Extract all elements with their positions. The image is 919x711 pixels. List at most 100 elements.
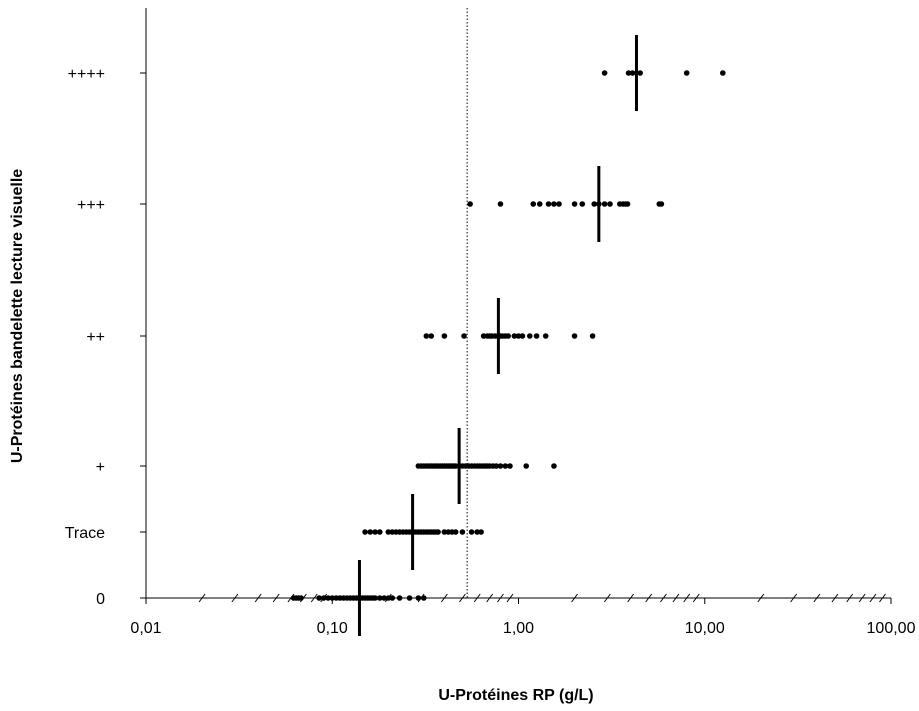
data-point bbox=[376, 595, 383, 601]
data-point bbox=[385, 595, 392, 601]
data-point bbox=[542, 333, 549, 339]
x-tick-label: 0,01 bbox=[130, 620, 161, 637]
data-point bbox=[420, 595, 427, 601]
data-point bbox=[329, 595, 336, 601]
data-point bbox=[435, 529, 441, 535]
data-point bbox=[493, 463, 500, 469]
x-minor-tick bbox=[683, 593, 691, 603]
data-point bbox=[389, 595, 396, 601]
data-point bbox=[372, 529, 378, 535]
data-point bbox=[511, 333, 518, 339]
data-point bbox=[502, 463, 509, 469]
data-point bbox=[515, 333, 522, 339]
data-point bbox=[497, 463, 504, 469]
x-minor-tick bbox=[692, 593, 700, 603]
data-point bbox=[601, 201, 608, 207]
data-point bbox=[556, 201, 562, 207]
x-minor-tick bbox=[272, 593, 280, 603]
data-point bbox=[415, 595, 422, 601]
data-point bbox=[536, 201, 543, 207]
x-minor-tick bbox=[486, 593, 494, 603]
data-point bbox=[385, 529, 392, 535]
y-tick-label: +++ bbox=[77, 197, 105, 214]
data-point bbox=[467, 201, 473, 207]
data-point bbox=[551, 201, 557, 207]
data-point bbox=[452, 529, 459, 535]
x-minor-tick bbox=[198, 593, 206, 603]
data-point bbox=[497, 201, 504, 207]
x-minor-tick bbox=[473, 593, 481, 603]
data-point bbox=[325, 595, 331, 601]
data-point bbox=[441, 333, 448, 339]
x-minor-tick bbox=[645, 593, 653, 603]
data-point bbox=[423, 333, 430, 339]
data-point bbox=[519, 333, 526, 339]
data-point bbox=[625, 70, 632, 76]
data-point bbox=[530, 201, 537, 207]
data-point bbox=[545, 201, 552, 207]
x-minor-tick bbox=[254, 593, 262, 603]
data-point bbox=[591, 201, 598, 207]
data-point bbox=[459, 529, 466, 535]
data-point bbox=[461, 333, 467, 339]
x-tick-label: 1,00 bbox=[503, 620, 534, 637]
data-point bbox=[629, 70, 636, 76]
x-minor-tick bbox=[813, 593, 821, 603]
x-minor-tick bbox=[497, 593, 504, 603]
data-point bbox=[468, 529, 475, 535]
data-point bbox=[362, 529, 368, 535]
data-point bbox=[571, 333, 578, 339]
data-point bbox=[376, 529, 383, 535]
data-point bbox=[527, 333, 533, 339]
data-point bbox=[406, 595, 413, 601]
data-point bbox=[298, 595, 304, 601]
data-point bbox=[601, 70, 608, 76]
y-tick-label: 0 bbox=[96, 591, 105, 608]
data-point bbox=[683, 70, 690, 76]
x-minor-tick bbox=[879, 593, 886, 603]
x-tick-label: 100,00 bbox=[867, 620, 916, 637]
x-minor-tick bbox=[757, 593, 765, 603]
x-axis-title: U-Protéines RP (g/L) bbox=[438, 687, 593, 704]
x-tick-label: 0,10 bbox=[317, 620, 348, 637]
y-tick-label: Trace bbox=[65, 525, 105, 542]
x-minor-tick bbox=[869, 593, 877, 603]
data-point bbox=[607, 201, 613, 207]
data-point bbox=[551, 463, 557, 469]
data-point bbox=[428, 333, 435, 339]
x-minor-tick bbox=[459, 593, 466, 603]
x-minor-tick bbox=[627, 593, 635, 603]
x-minor-tick bbox=[231, 593, 239, 603]
data-point bbox=[505, 333, 511, 339]
data-point bbox=[474, 529, 480, 535]
data-point bbox=[478, 529, 484, 535]
data-point bbox=[719, 70, 726, 76]
data-point bbox=[624, 201, 631, 207]
data-point bbox=[316, 595, 322, 601]
data-point bbox=[523, 463, 530, 469]
data-point bbox=[367, 529, 374, 535]
x-minor-tick bbox=[310, 593, 318, 603]
data-point bbox=[396, 595, 403, 601]
x-minor-tick bbox=[571, 593, 578, 603]
data-point bbox=[571, 201, 578, 207]
x-minor-tick bbox=[672, 593, 680, 603]
data-point bbox=[589, 333, 596, 339]
data-point bbox=[579, 201, 586, 207]
data-point bbox=[320, 595, 327, 601]
data-point bbox=[507, 463, 513, 469]
y-tick-label: ++++ bbox=[68, 66, 105, 83]
x-minor-tick bbox=[440, 593, 448, 603]
x-minor-tick bbox=[846, 593, 854, 603]
y-axis-title: U-Protéines bandelette lecture visuelle bbox=[9, 169, 26, 463]
y-tick-label: ++ bbox=[86, 329, 105, 346]
data-point bbox=[381, 595, 387, 601]
x-minor-tick bbox=[831, 593, 839, 603]
x-minor-tick bbox=[603, 593, 611, 603]
y-tick-label: + bbox=[96, 459, 105, 476]
data-point bbox=[658, 201, 665, 207]
x-tick-label: 10,00 bbox=[685, 620, 725, 637]
x-minor-tick bbox=[506, 593, 514, 603]
data-point bbox=[372, 595, 378, 601]
